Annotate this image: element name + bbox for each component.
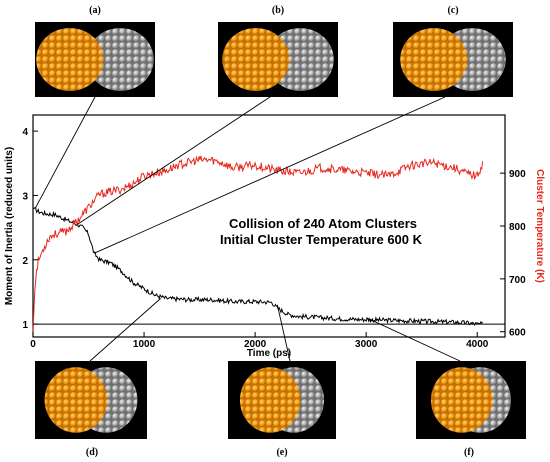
inset-label: (c) xyxy=(447,5,458,16)
pointer-arrow xyxy=(34,96,96,209)
x-tick-label: 4000 xyxy=(466,339,489,350)
inset-label: (a) xyxy=(89,5,101,16)
annotation-line-1: Collision of 240 Atom Clusters xyxy=(229,216,417,231)
y-right-tick-label: 900 xyxy=(509,169,526,180)
gold-cluster xyxy=(44,367,108,433)
annotation-line-2: Initial Cluster Temperature 600 K xyxy=(220,232,423,247)
pointer-arrow xyxy=(93,96,446,254)
pointer-arrow xyxy=(89,298,162,362)
temperature-series-line xyxy=(32,155,484,332)
pointer-arrow xyxy=(77,96,271,225)
x-tick-label: 3000 xyxy=(355,339,378,350)
y-left-tick-label: 2 xyxy=(22,256,28,267)
inset-label: (b) xyxy=(272,5,284,16)
pointer-arrow xyxy=(365,317,461,362)
gold-cluster xyxy=(36,28,104,91)
y-axis-right-title: Cluster Temperature (K) xyxy=(534,169,545,283)
y-left-tick-label: 3 xyxy=(22,191,28,202)
gold-cluster xyxy=(222,28,290,91)
pointer-arrow xyxy=(276,304,291,362)
x-tick-label: 2000 xyxy=(244,339,267,350)
x-tick-label: 0 xyxy=(30,339,36,350)
y-axis-left-title: Moment of Inertia (reduced units) xyxy=(4,147,15,305)
gold-cluster xyxy=(239,367,301,433)
y-right-tick-label: 700 xyxy=(509,275,526,286)
gold-cluster xyxy=(400,28,468,91)
inset-label: (d) xyxy=(86,447,98,458)
y-left-tick-label: 4 xyxy=(22,127,28,138)
x-tick-label: 1000 xyxy=(133,339,156,350)
moment-of-inertia-series-line xyxy=(32,206,483,327)
y-right-tick-label: 600 xyxy=(509,328,526,339)
gold-cluster xyxy=(430,367,493,433)
x-axis-title: Time (ps) xyxy=(247,348,291,359)
y-right-tick-label: 800 xyxy=(509,222,526,233)
gray-cluster xyxy=(86,28,154,91)
inset-label: (f) xyxy=(464,447,474,458)
y-left-tick-label: 1 xyxy=(22,320,28,331)
inset-label: (e) xyxy=(276,447,287,458)
